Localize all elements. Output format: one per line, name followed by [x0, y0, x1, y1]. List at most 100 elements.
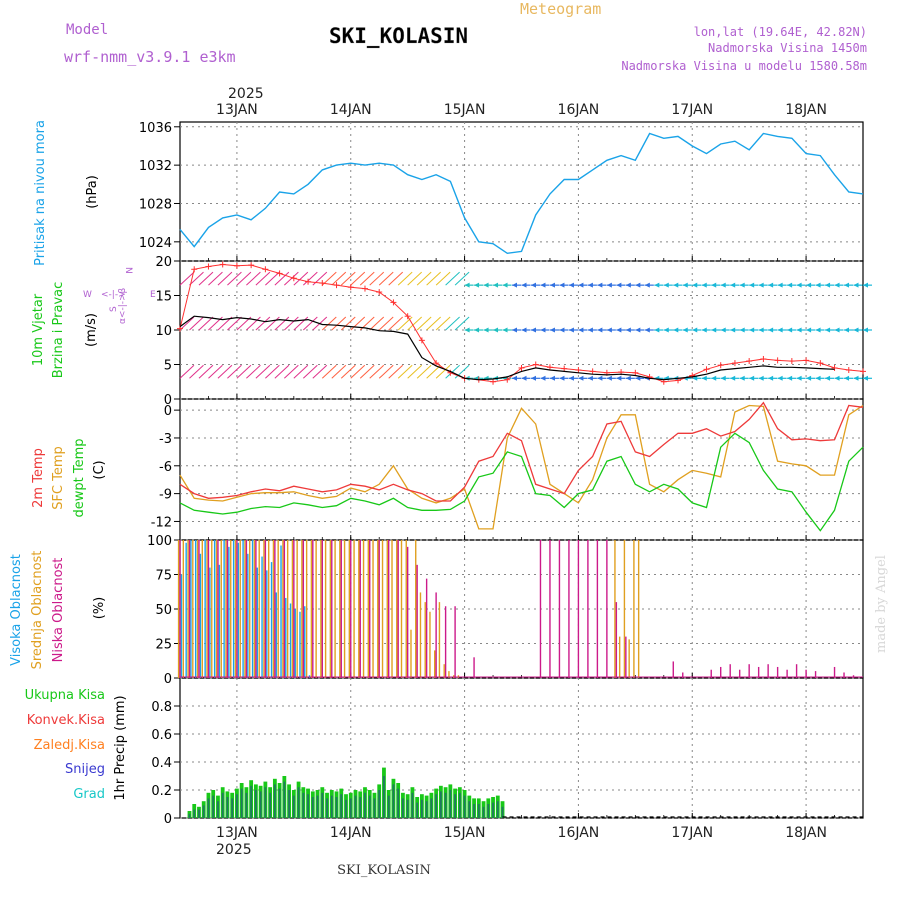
wind-barb-head — [749, 327, 755, 333]
year-label-bottom: 2025 — [216, 842, 252, 858]
snow-precip-bar — [345, 799, 347, 818]
wind-barb-shaft — [217, 271, 233, 286]
wind-barb-shaft — [454, 316, 470, 331]
wind-barb-shaft — [359, 364, 375, 379]
snow-precip-bar — [501, 806, 504, 818]
temperature-panel — [179, 398, 864, 541]
snow-precip-bar — [240, 788, 243, 818]
footer-station: SKI_KOLASIN — [337, 863, 431, 878]
wind-barb-shaft — [189, 364, 204, 379]
wind-barb-shaft — [217, 364, 233, 379]
snow-precip-bar — [188, 813, 191, 818]
y-tick-label: -3 — [159, 432, 172, 447]
wind-barb-head — [568, 375, 574, 381]
snow-precip-bar — [458, 792, 461, 818]
wind-barb-head — [606, 375, 612, 381]
snow-precip-bar — [292, 795, 295, 818]
snow-precip-bar — [202, 805, 205, 818]
wind-label-2: Brzina i Pravac — [51, 282, 66, 379]
wind-barb-shaft — [369, 271, 385, 286]
wind-barb-shaft — [378, 271, 394, 286]
wind-barb-shaft — [198, 364, 214, 379]
wind-barb-shaft — [255, 316, 271, 331]
wind-label-1: 10m Vjetar — [31, 293, 46, 366]
wind-barb-shaft — [350, 316, 366, 331]
snow-precip-bar — [231, 798, 234, 818]
wind-barb-head — [711, 375, 717, 381]
snow-precip-bar — [302, 792, 305, 818]
wind-barb-head — [834, 327, 840, 333]
snow-precip-bar — [463, 795, 466, 818]
snow-precip-bar — [430, 798, 433, 818]
y-tick-label: 20 — [155, 255, 172, 270]
wind-barb-head — [493, 327, 499, 333]
wind-barb-head — [521, 327, 527, 333]
wind-barb-head — [512, 375, 518, 381]
direction-w: W — [83, 290, 92, 300]
wind-barb-shaft — [445, 364, 460, 379]
day-label-top: 13JAN — [216, 102, 258, 118]
day-label-bottom: 16JAN — [558, 825, 600, 841]
wind-barb-shaft — [407, 364, 423, 379]
wind-barb-head — [825, 375, 831, 381]
wind-barb-head — [758, 375, 764, 381]
graupel-label: Grad — [73, 787, 105, 802]
wind-barb-shaft — [246, 316, 261, 331]
wind-barb-head — [559, 375, 565, 381]
wind-barb-shaft — [227, 364, 242, 379]
wind-barb-head — [739, 327, 745, 333]
wind-barb-shaft — [227, 316, 242, 331]
snow-precip-bar — [221, 792, 224, 818]
wind-barb-shaft — [331, 316, 347, 331]
wind-barb-shaft — [426, 316, 441, 331]
wind-barb-head — [863, 375, 868, 381]
snow-precip-bar — [311, 797, 314, 818]
day-label-top: 18JAN — [785, 102, 827, 118]
snow-precip-bar — [307, 794, 309, 818]
wind-barb-head — [540, 375, 546, 381]
snow-precip-bar — [283, 781, 286, 818]
wind-barb-shaft — [369, 316, 385, 331]
wind-barb-head — [587, 282, 593, 288]
pressure-line — [179, 132, 864, 255]
wind-barb-shaft — [312, 271, 328, 286]
coords-text: lon,lat (19.64E, 42.82N) — [694, 25, 867, 39]
elevation-text: Nadmorska Visina 1450m — [708, 41, 867, 55]
wind-barb-head — [502, 282, 508, 288]
day-label-bottom: 14JAN — [330, 825, 372, 841]
wind-barb-head — [844, 282, 850, 288]
high-cloud-label: Visoka Oblacnost — [9, 554, 24, 666]
snow-precip-bar — [359, 797, 362, 818]
snow-precip-bar — [264, 787, 267, 818]
wind-barb-head — [825, 282, 831, 288]
wind-barb-head — [597, 375, 603, 381]
wind-barb-head — [530, 375, 536, 381]
wind-barb-head — [654, 327, 660, 333]
wind-barb-head — [483, 282, 489, 288]
wind-barb-shaft — [369, 364, 385, 379]
wind-barb-head — [578, 327, 584, 333]
wind-barb-shaft — [284, 364, 299, 379]
snow-precip-bar — [349, 798, 352, 818]
station-title: SKI_KOLASIN — [329, 24, 468, 48]
wind-barb-shaft — [179, 271, 195, 286]
y-tick-label: 10 — [155, 324, 172, 339]
wind-barb-shaft — [302, 271, 318, 286]
y-tick-label: 1024 — [139, 236, 172, 251]
wind-barb-shaft — [331, 271, 347, 286]
wind-barb-shaft — [189, 316, 204, 331]
wind-barb-shaft — [246, 364, 261, 379]
day-label-bottom: 17JAN — [671, 825, 713, 841]
wind-barb-head — [815, 282, 821, 288]
wind-barb-head — [663, 327, 669, 333]
wind-barb-head — [530, 282, 536, 288]
wind-barb-shaft — [198, 316, 214, 331]
wind-barb-shaft — [312, 364, 328, 379]
wind-barb-head — [834, 375, 840, 381]
wind-barb-head — [730, 375, 736, 381]
dewpt-label: dewpt Temp — [72, 438, 87, 517]
wind-barb-shaft — [274, 364, 290, 379]
y-tick-label: 50 — [155, 603, 172, 618]
wind-barb-shaft — [397, 271, 413, 286]
